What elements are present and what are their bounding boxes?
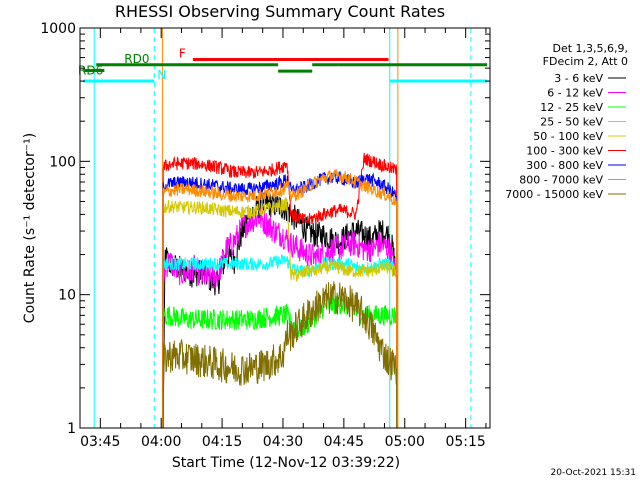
y-tick-label-1: 10 <box>58 288 76 304</box>
flag-label-2: F <box>179 47 186 61</box>
legend-label-3: 25 - 50 keV <box>540 116 603 129</box>
legend: Det 1,3,5,6,9,FDecim 2, Att 0 3 - 6 keV 6 … <box>505 42 628 201</box>
series-line-3 <box>162 254 398 428</box>
legend-label-5: 100 - 300 keV <box>526 145 603 158</box>
x-tick-label-6: 05:15 <box>445 434 485 450</box>
y-tick-label-2: 100 <box>49 154 76 170</box>
x-tick-label-3: 04:30 <box>263 434 303 450</box>
legend-label-6: 300 - 800 keV <box>526 159 603 172</box>
legend-label-1: 6 - 12 keV <box>547 87 603 100</box>
legend-header-0: Det 1,3,5,6,9, <box>552 42 628 55</box>
legend-header-1: FDecim 2, Att 0 <box>543 55 628 68</box>
series-line-8 <box>162 281 398 428</box>
legend-label-2: 12 - 25 keV <box>540 101 603 114</box>
legend-label-4: 50 - 100 keV <box>533 130 603 143</box>
y-tick-label-0: 1 <box>67 421 76 437</box>
x-tick-label-4: 04:45 <box>324 434 364 450</box>
x-tick-label-0: 03:45 <box>80 434 120 450</box>
x-tick-label-1: 04:00 <box>141 434 181 450</box>
footer-timestamp: 20-Oct-2021 15:31 <box>551 468 636 478</box>
series-line-1 <box>162 208 398 428</box>
series-line-4 <box>162 196 398 428</box>
flag-label-7: RD6 <box>78 64 103 78</box>
flag-label-3: RD0 <box>124 52 149 66</box>
plot-frame <box>79 27 491 429</box>
legend-label-7: 800 - 7000 keV <box>519 174 603 187</box>
x-tick-label-5: 05:00 <box>385 434 425 450</box>
y-axis-label: Count Rate (s⁻¹ detector⁻¹) <box>22 133 38 323</box>
legend-label-0: 3 - 6 keV <box>554 72 603 85</box>
series-line-7 <box>162 168 398 428</box>
legend-label-8: 7000 - 15000 keV <box>505 188 603 201</box>
x-tick-label-2: 04:15 <box>202 434 242 450</box>
plot-area: NF RD0 RD6 1 10 100 1000 03:45 04:00 04:15 04:30 04… <box>40 21 491 450</box>
x-axis-label: Start Time (12-Nov-12 03:39:22) <box>172 455 400 471</box>
flag-label-0: N <box>157 68 166 82</box>
y-tick-label-3: 1000 <box>40 21 76 37</box>
series-line-5 <box>162 152 398 428</box>
chart-title: RHESSI Observing Summary Count Rates <box>115 2 445 21</box>
